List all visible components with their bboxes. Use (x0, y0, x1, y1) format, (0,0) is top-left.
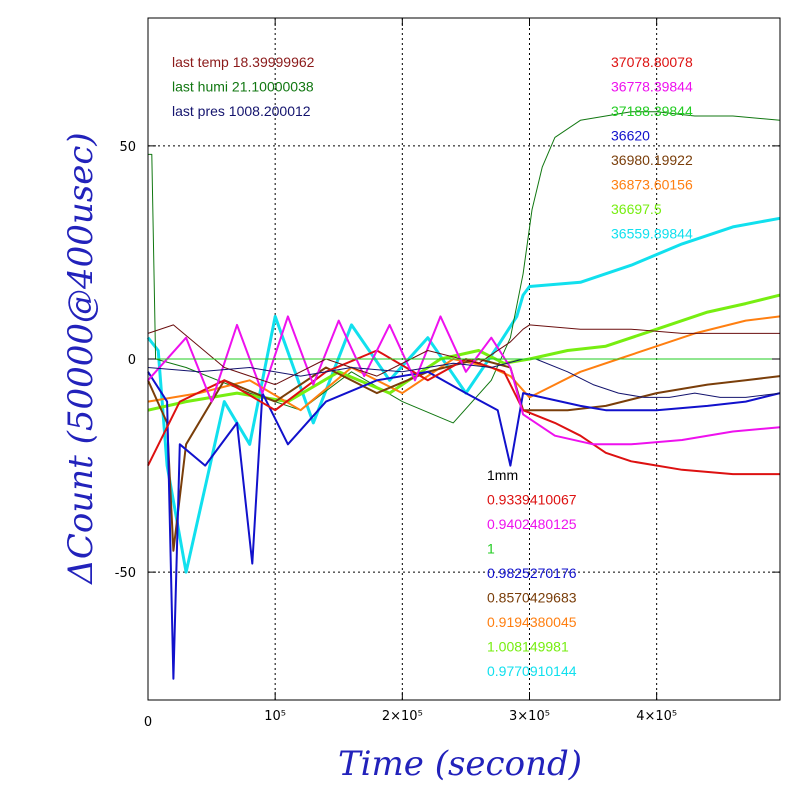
x-tick-label: 10⁵ (264, 709, 286, 724)
ratio-value-label: 1.008149981 (487, 639, 569, 655)
series-line-3 (147, 315, 781, 412)
count-value-label: 36697.5 (611, 201, 662, 217)
x-tick-label: 3×10⁵ (509, 709, 550, 724)
series-line-6 (147, 349, 780, 476)
count-value-label: 36873.60156 (611, 177, 693, 193)
y-tick-label: -50 (115, 566, 136, 581)
ratio-label-block: 1mm 0.9339410067 0.9402480125 1 0.9825270176… (487, 467, 577, 679)
x-tick-label: 2×10⁵ (382, 709, 423, 724)
series-line-5 (147, 370, 781, 680)
x-tick-label: 0 (144, 715, 152, 730)
ratio-value-label: 0.9770910144 (487, 663, 577, 679)
count-label-block: 37078.80078 36778.39844 37188.39844 36620 36… (611, 54, 693, 242)
count-value-label: 36559.89844 (611, 226, 693, 242)
count-value-label: 37188.39844 (611, 103, 693, 119)
ratio-value-label: 0.9194380045 (487, 614, 577, 630)
count-value-label: 36980.19922 (611, 152, 693, 168)
y-tick-label: 50 (119, 140, 136, 155)
count-value-label: 36778.39844 (611, 79, 693, 95)
ratio-value-label: 1mm (487, 467, 518, 483)
count-value-label: 36620 (611, 128, 650, 144)
env-text-block: last temp 18.39999962 last humi 21.100000… (172, 54, 315, 119)
ratio-value-label: 0.9402480125 (487, 516, 577, 532)
y-axis-title: ΔCount (50000@400usec) (61, 132, 101, 585)
ratio-value-label: 0.8570429683 (487, 590, 577, 606)
series-line-8 (147, 324, 780, 386)
series-layer (146, 111, 781, 680)
env-reading-label: last humi 21.10000038 (172, 79, 314, 95)
env-reading-label: last pres 1008.200012 (172, 103, 311, 119)
x-axis-title: Time (second) (338, 744, 582, 784)
ratio-value-label: 0.9825270176 (487, 565, 577, 581)
env-reading-label: last temp 18.39999962 (172, 54, 315, 70)
axis-ticks: 0 10⁵ 2×10⁵ 3×10⁵ 4×10⁵ 50 0 -50 (115, 18, 780, 730)
y-tick-label: 0 (128, 353, 136, 368)
count-value-label: 37078.80078 (611, 54, 693, 70)
ratio-value-label: 1 (487, 541, 495, 557)
ratio-value-label: 0.9339410067 (487, 492, 577, 508)
x-tick-label: 4×10⁵ (636, 709, 677, 724)
annotations: last temp 18.39999962 last humi 21.100000… (172, 54, 693, 679)
